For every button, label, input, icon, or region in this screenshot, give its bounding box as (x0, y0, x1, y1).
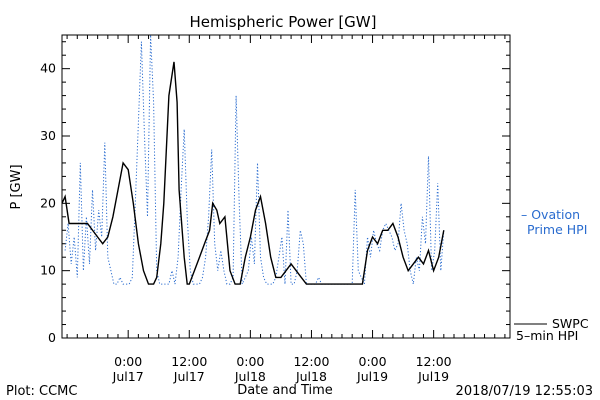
legend-swpc-line2: 5–min HPI (516, 328, 578, 343)
series-layer (61, 34, 445, 285)
x-tick-label-date: Jul17 (112, 369, 144, 384)
x-tick-label-time: 0:00 (236, 354, 264, 369)
x-tick-label-date: Jul18 (295, 369, 327, 384)
y-tick-label: 30 (40, 128, 56, 143)
series-line-ovation-prime (64, 34, 445, 285)
legend-ovation-line2: Prime HPI (527, 222, 587, 237)
legend-swpc-line1: SWPC (552, 316, 589, 331)
x-tick-label-date: Jul19 (417, 369, 449, 384)
series-line-swpc (61, 61, 445, 285)
y-tick-label: 10 (40, 263, 56, 278)
x-tick-label-date: Jul17 (173, 369, 205, 384)
plot-frame (61, 34, 511, 339)
x-tick-label-time: 12:00 (416, 354, 452, 369)
plot-credit: Plot: CCMC (6, 384, 77, 399)
legend-ovation-line1: – Ovation (521, 207, 580, 222)
chart-title: Hemispheric Power [GW] (190, 13, 377, 31)
x-tick-label-date: Jul19 (356, 369, 388, 384)
y-tick-label: 20 (40, 195, 56, 210)
x-tick-label-date: Jul18 (234, 369, 266, 384)
y-axis-label: P [GW] (9, 164, 24, 209)
plot-timestamp: 2018/07/19 12:55:03 (456, 384, 593, 399)
x-axis-label: Date and Time (237, 383, 333, 398)
x-tick-label-time: 12:00 (171, 354, 207, 369)
y-axis: 0 10 20 30 40 (40, 41, 510, 345)
x-tick-label-time: 0:00 (114, 354, 142, 369)
x-tick-label-time: 0:00 (359, 354, 387, 369)
x-tick-label-time: 12:00 (293, 354, 329, 369)
y-tick-label: 0 (48, 330, 56, 345)
x-axis: 0:00Jul1712:00Jul170:00Jul1812:00Jul180:… (66, 35, 506, 384)
y-tick-label: 40 (40, 61, 56, 76)
